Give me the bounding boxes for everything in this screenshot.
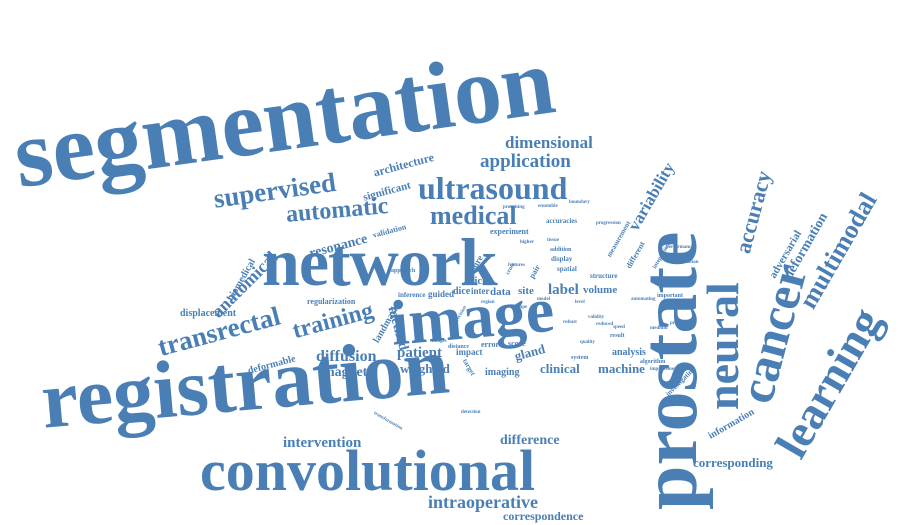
word-images: images <box>432 339 447 344</box>
word-label: label <box>548 282 579 298</box>
word-regularization: regularization <box>307 297 356 306</box>
word-medical: medical <box>430 201 517 230</box>
word-imaging: imaging <box>485 367 520 378</box>
word-higher: higher <box>520 240 534 245</box>
word-dimensional: dimensional <box>505 133 593 152</box>
word-simulation: simulation <box>676 260 699 265</box>
word-inference: inference <box>398 291 426 299</box>
word-progression: progression <box>596 221 621 226</box>
word-site: site <box>518 285 534 297</box>
word-accuracies: accuracies <box>546 217 578 225</box>
word-accuracy: accuracy <box>730 168 777 256</box>
word-boundary: boundary <box>569 200 590 205</box>
word-reduced: reduced <box>596 322 614 327</box>
word-performance: performance <box>666 245 694 250</box>
word-approach: approach <box>391 268 416 274</box>
word-region: region <box>481 300 495 305</box>
word-features: features <box>508 263 526 268</box>
word-spatial: spatial <box>557 265 577 273</box>
word-addition: addition <box>550 247 572 253</box>
word-validity: validity <box>588 315 605 320</box>
word-convolutional: convolutional <box>200 438 536 503</box>
word-variability: variability <box>624 159 679 234</box>
word-dice: dice <box>453 286 471 297</box>
word-information: information <box>706 406 757 442</box>
word-improvement: improvement <box>650 367 679 372</box>
word-contour: contour <box>509 333 526 338</box>
word-application: application <box>480 151 571 172</box>
word-neural: neural <box>697 282 748 410</box>
word-displacement: displacement <box>180 308 237 319</box>
word-score: score <box>508 339 526 348</box>
word-automating: automating <box>631 297 656 302</box>
word-quality: quality <box>580 340 596 345</box>
word-error: error <box>481 340 500 349</box>
word-difference: difference <box>500 433 560 448</box>
word-analysis: analysis <box>612 347 646 358</box>
word-robust: robust <box>563 320 577 325</box>
word-guided: guided <box>428 289 455 299</box>
word-intraoperative: intraoperative <box>428 492 538 512</box>
word-cross: cross <box>505 261 517 276</box>
word-system: system <box>571 355 589 361</box>
word-corresponding: corresponding <box>693 455 773 470</box>
word-magnetic: magnetic <box>323 365 378 380</box>
word-distance: distance <box>448 344 469 350</box>
word-slice: slice <box>467 275 488 287</box>
word-important: important <box>657 293 683 299</box>
word-data: data <box>490 286 511 298</box>
word-ultrasound: ultrasound <box>418 170 568 206</box>
word-experiment: experiment <box>490 227 529 236</box>
word-volume: volume <box>583 284 618 296</box>
word-algorithm: algorithm <box>640 359 666 365</box>
word-shape: shape <box>515 305 528 310</box>
word-ensemble: ensemble <box>538 204 558 209</box>
word-promising: promising <box>503 205 525 210</box>
word-network: network <box>262 224 498 300</box>
word-tissue: tissue <box>547 238 559 243</box>
word-display: display <box>551 255 573 263</box>
word-patient: patient <box>397 345 442 361</box>
word-weighted: weighted <box>400 361 450 376</box>
word-structure: structure <box>590 272 618 280</box>
word-medium: medium <box>650 326 668 331</box>
word-level: level <box>575 300 585 305</box>
word-procedure: procedure <box>670 321 692 326</box>
word-model: model <box>537 297 551 302</box>
word-result: result <box>610 333 625 339</box>
word-intervention: intervention <box>283 435 362 451</box>
word-impact: impact <box>456 347 483 357</box>
word-detection: detection <box>461 410 481 415</box>
word-target: target <box>460 357 477 377</box>
word-inter: inter <box>471 286 490 296</box>
word-diffusion: diffusion <box>316 348 377 365</box>
word-clinical: clinical <box>540 361 580 376</box>
word-correspondence: correspondence <box>503 509 584 523</box>
word-speed: speed <box>613 325 625 330</box>
word-machine: machine <box>598 361 645 376</box>
